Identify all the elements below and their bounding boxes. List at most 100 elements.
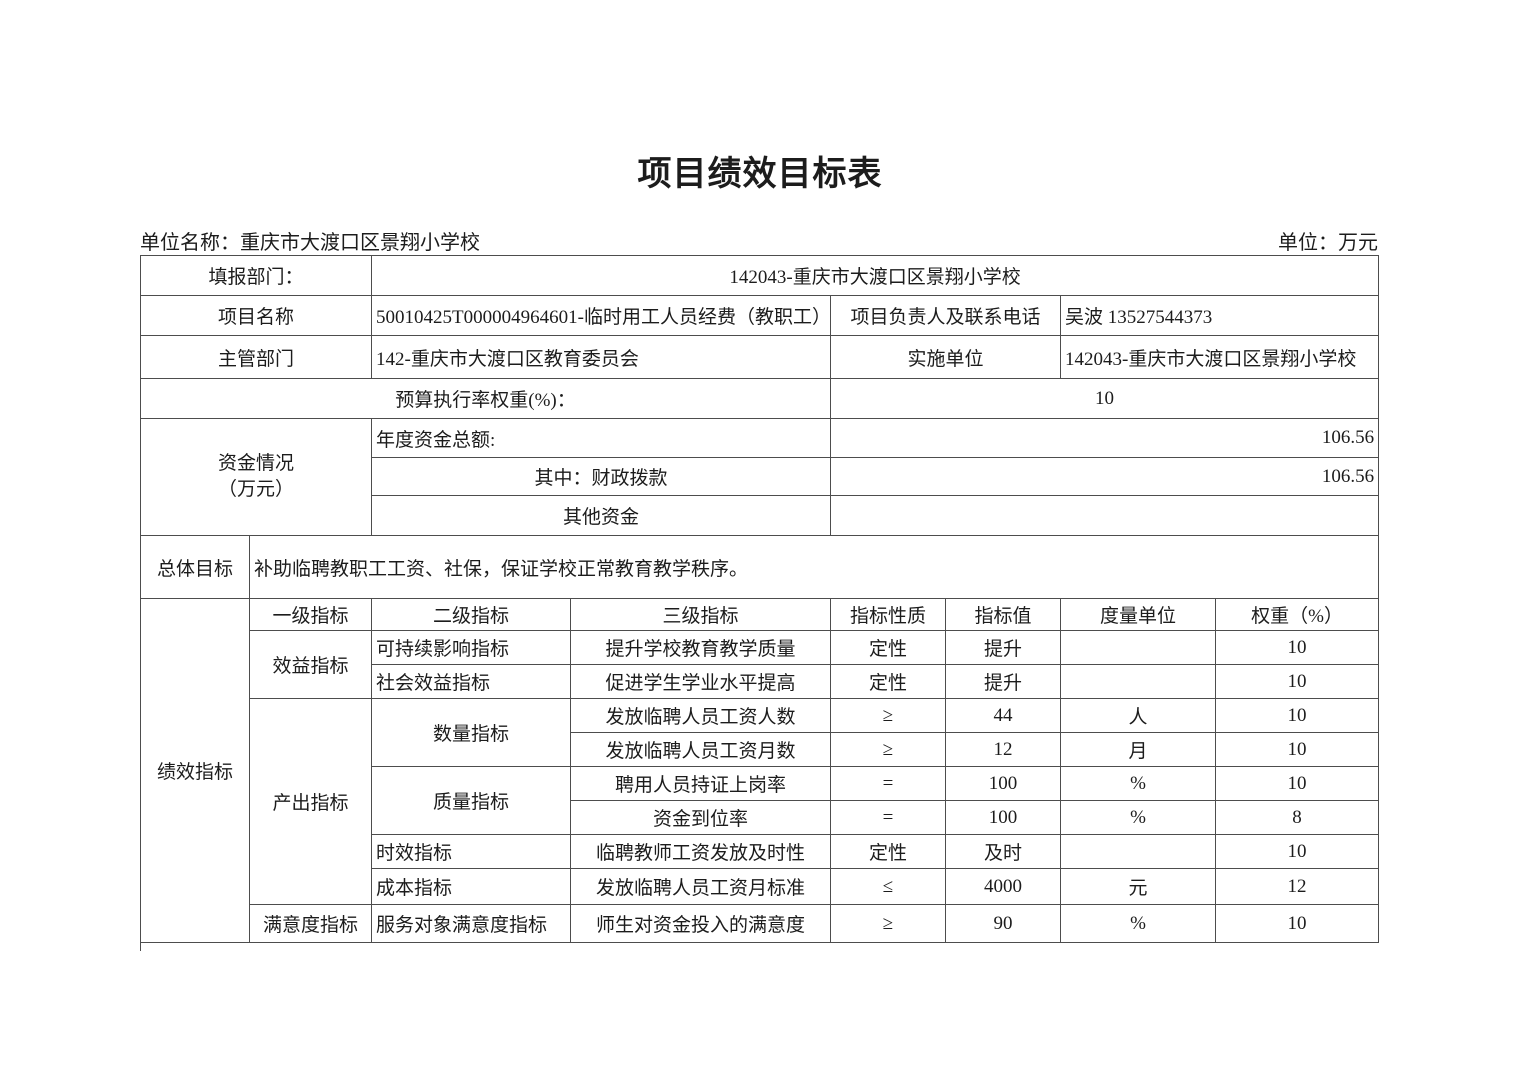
annual-funds-label: 年度资金总额: (371, 418, 832, 458)
reporting-dept-value: 142043-重庆市大渡口区景翔小学校 (371, 255, 1380, 296)
supervisor-dept-value: 142-重庆市大渡口区教育委员会 (371, 335, 832, 379)
indicator-row: 效益指标 可持续影响指标 提升学校教育教学质量 定性 提升 10 (141, 630, 1380, 699)
level3-cell: 促进学生学业水平提高 (570, 664, 832, 699)
fiscal-allocation-value: 106.56 (830, 457, 1380, 496)
level2-cell: 社会效益指标 (371, 664, 572, 699)
header-weight: 权重（%） (1215, 598, 1380, 631)
unit-cell: % (1060, 766, 1217, 801)
implement-unit-value: 142043-重庆市大渡口区景翔小学校 (1060, 335, 1380, 379)
annual-funds-value: 106.56 (830, 418, 1380, 458)
other-funds-value (830, 495, 1380, 536)
header-unit: 度量单位 (1060, 598, 1217, 631)
performance-indicator-section-label: 绩效指标 (140, 598, 250, 943)
level3-cell: 临聘教师工资发放及时性 (570, 834, 832, 869)
funding-label-line2: （万元） (218, 479, 295, 500)
indicator-row: 发放临聘人员工资月数 ≥ 12 月 10 (141, 732, 1380, 767)
header-level1: 一级指标 (248, 598, 373, 631)
nature-cell: 定性 (830, 630, 947, 665)
budget-exec-weight-label: 预算执行率权重(%)： (139, 378, 832, 419)
weight-cell: 10 (1215, 766, 1380, 801)
indicator-header-row: 绩效指标 一级指标 二级指标 三级指标 指标性质 指标值 度量单位 权重（%） (140, 598, 1380, 943)
table-row: 填报部门： 142043-重庆市大渡口区景翔小学校 (139, 255, 1380, 296)
unit-cell: 月 (1060, 732, 1217, 767)
table-row: 资金情况 （万元） 年度资金总额: 106.56 (139, 418, 1380, 536)
reporting-dept-label: 填报部门： (139, 255, 373, 296)
level2-cell: 服务对象满意度指标 (371, 904, 572, 943)
overall-goal-label: 总体目标 (140, 535, 250, 599)
weight-cell: 10 (1215, 630, 1380, 665)
nature-cell: 定性 (830, 664, 947, 699)
weight-cell: 10 (1215, 698, 1380, 733)
value-cell: 及时 (945, 834, 1062, 869)
indicator-row: 产出指标 数量指标 发放临聘人员工资人数 ≥ 44 人 10 (141, 698, 1380, 905)
level2-cell: 时效指标 (371, 834, 572, 869)
table-row: 主管部门 142-重庆市大渡口区教育委员会 实施单位 142043-重庆市大渡口… (139, 335, 1380, 379)
indicator-row: 成本指标 发放临聘人员工资月标准 ≤ 4000 元 12 (141, 868, 1380, 905)
currency-unit-text: 单位：万元 (1278, 232, 1378, 254)
header-level3: 三级指标 (570, 598, 832, 631)
weight-cell: 12 (1215, 868, 1380, 905)
unit-cell (1060, 630, 1217, 665)
table-row: 其中：财政拨款 106.56 (141, 457, 1380, 496)
implement-unit-label: 实施单位 (830, 335, 1062, 379)
funding-label-line1: 资金情况 (218, 453, 295, 475)
weight-cell: 8 (1215, 800, 1380, 835)
table-left-border-extension (140, 942, 141, 951)
table-row: 预算执行率权重(%)： 10 (139, 378, 1380, 419)
nature-cell: ≥ (830, 904, 947, 943)
level3-cell: 资金到位率 (570, 800, 832, 835)
level3-cell: 发放临聘人员工资月数 (570, 732, 832, 767)
level1-output: 产出指标 (248, 698, 373, 905)
level3-cell: 发放临聘人员工资人数 (570, 698, 832, 733)
unit-cell (1060, 834, 1217, 869)
nature-cell: = (830, 800, 947, 835)
value-cell: 100 (945, 766, 1062, 801)
project-name-value: 50010425T000004964601-临时用工人员经费（教职工） (371, 295, 832, 336)
nature-cell: ≥ (830, 698, 947, 733)
level2-quantity: 数量指标 (371, 698, 572, 767)
table-row: 其他资金 (141, 495, 1380, 536)
other-funds-label: 其他资金 (371, 495, 832, 536)
nature-cell: ≥ (830, 732, 947, 767)
header-nature: 指标性质 (830, 598, 947, 631)
overall-goal-text: 补助临聘教职工工资、社保，保证学校正常教育教学秩序。 (248, 535, 1380, 599)
level2-quality: 质量指标 (371, 766, 572, 835)
level3-cell: 聘用人员持证上岗率 (570, 766, 832, 801)
indicator-row: 质量指标 聘用人员持证上岗率 = 100 % 10 (141, 766, 1380, 835)
budget-exec-weight-value: 10 (830, 378, 1380, 419)
meta-row: 单位名称：重庆市大渡口区景翔小学校 单位：万元 (140, 226, 1378, 255)
funding-section-label: 资金情况 （万元） (139, 418, 373, 536)
indicator-row: 社会效益指标 促进学生学业水平提高 定性 提升 10 (141, 664, 1380, 699)
indicator-row: 满意度指标 服务对象满意度指标 师生对资金投入的满意度 ≥ 90 % 10 (141, 904, 1380, 943)
value-cell: 提升 (945, 630, 1062, 665)
value-cell: 100 (945, 800, 1062, 835)
header-level2: 二级指标 (371, 598, 572, 631)
project-leader-label: 项目负责人及联系电话 (830, 295, 1062, 336)
value-cell: 12 (945, 732, 1062, 767)
level3-cell: 发放临聘人员工资月标准 (570, 868, 832, 905)
performance-target-table: 填报部门： 142043-重庆市大渡口区景翔小学校 项目名称 50010425T… (139, 255, 1380, 943)
unit-cell: 元 (1060, 868, 1217, 905)
weight-cell: 10 (1215, 732, 1380, 767)
level1-benefit: 效益指标 (248, 630, 373, 699)
table-row: 总体目标 补助临聘教职工工资、社保，保证学校正常教育教学秩序。 (140, 535, 1380, 599)
weight-cell: 10 (1215, 904, 1380, 943)
fiscal-allocation-label: 其中：财政拨款 (371, 457, 832, 496)
page-title: 项目绩效目标表 (637, 155, 883, 193)
weight-cell: 10 (1215, 664, 1380, 699)
nature-cell: 定性 (830, 834, 947, 869)
unit-cell: % (1060, 904, 1217, 943)
value-cell: 44 (945, 698, 1062, 733)
unit-cell (1060, 664, 1217, 699)
level2-cell: 可持续影响指标 (371, 630, 572, 665)
level3-cell: 师生对资金投入的满意度 (570, 904, 832, 943)
project-leader-value: 吴波 13527544373 (1060, 295, 1380, 336)
project-name-label: 项目名称 (139, 295, 373, 336)
level1-satisfaction: 满意度指标 (248, 904, 373, 943)
value-cell: 提升 (945, 664, 1062, 699)
nature-cell: ≤ (830, 868, 947, 905)
unit-cell: 人 (1060, 698, 1217, 733)
header-value: 指标值 (945, 598, 1062, 631)
level3-cell: 提升学校教育教学质量 (570, 630, 832, 665)
